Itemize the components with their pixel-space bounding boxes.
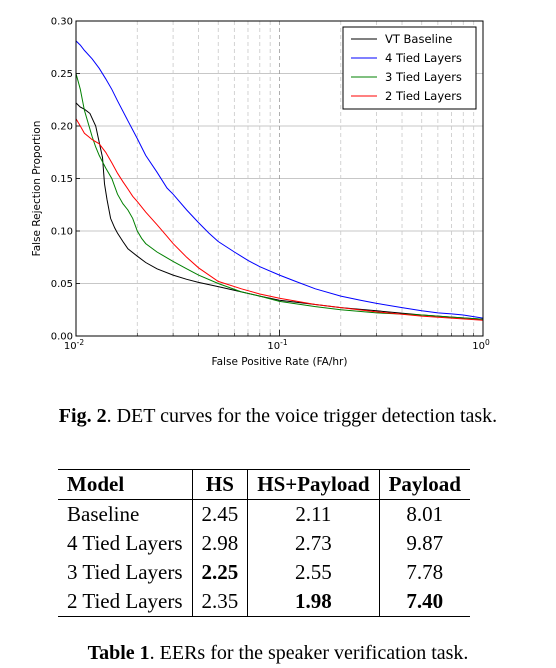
cell-hs-best: 2.25 [192,558,249,587]
cell-hs-payload: 2.55 [247,558,380,587]
y-axis-label: False Rejection Proportion [31,121,43,257]
legend-label: VT Baseline [385,32,452,46]
eer-table: Model HS HS+Payload Payload Baseline 2.4… [58,469,470,617]
table-row: 2 Tied Layers 2.35 1.98 7.40 [58,587,470,617]
figure-caption: Fig. 2. DET curves for the voice trigger… [0,405,556,428]
cell-payload: 7.78 [406,560,444,584]
legend: VT Baseline 4 Tied Layers 3 Tied Layers 2 T… [342,26,477,110]
x-axis-label: False Positive Rate (FA/hr) [212,356,348,368]
figure-caption-label: Fig. 2 [58,405,107,427]
x-tick-label: 10-2 [64,338,84,352]
header-model: Model [58,469,193,500]
figure-caption-text: . DET curves for the voice trigger detec… [106,405,498,427]
table-caption-text: . EERs for the speaker verification task… [149,642,469,664]
table-row: 3 Tied Layers 2.25 2.55 7.78 [58,558,470,587]
header-payload: Payload [379,469,470,500]
cell-model: 3 Tied Layers [58,558,193,587]
legend-box [342,26,477,110]
table-caption: Table 1. EERs for the speaker verificati… [0,642,556,665]
table-header-row: Model HS HS+Payload Payload [58,469,470,500]
cell-model: 2 Tied Layers [58,587,193,617]
cell-payload: 9.87 [406,531,444,555]
y-tick-label: 0.15 [51,174,73,185]
cell-hs-payload: 2.73 [247,529,380,558]
cell-payload-best: 7.40 [379,587,470,617]
y-tick-label: 0.00 [51,332,73,343]
table-caption-label: Table 1 [87,642,150,664]
y-tick-label: 0.20 [51,122,73,133]
cell-hs: 2.98 [192,529,249,558]
table-row: 4 Tied Layers 2.98 2.73 9.87 [58,529,470,558]
header-hs: HS [192,469,249,500]
x-tick-label: 10-1 [267,338,287,352]
series-line-4 [75,118,484,321]
y-tick-label: 0.10 [51,227,73,238]
cell-hs: 2.45 [192,499,249,529]
header-hs-payload: HS+Payload [247,469,380,500]
series-line-3 [75,73,484,320]
x-tick-label: 100 [472,338,490,352]
cell-hs: 2.35 [192,587,249,617]
y-tick-label: 0.05 [51,279,73,290]
cell-model: Baseline [58,499,193,529]
cell-model: 4 Tied Layers [58,529,193,558]
legend-label: 2 Tied Layers [385,89,462,103]
grid [76,21,483,336]
series-lines [75,40,484,321]
y-tick-label: 0.30 [51,17,73,28]
table-row: Baseline 2.45 2.11 8.01 [58,499,470,529]
cell-payload: 8.01 [406,502,444,526]
series-line-2 [75,40,484,319]
legend-label: 3 Tied Layers [385,70,462,84]
cell-hs-payload: 2.11 [247,499,380,529]
y-tick-label: 0.25 [51,69,73,80]
legend-label: 4 Tied Layers [385,51,462,65]
cell-hs-payload-best: 1.98 [247,587,380,617]
